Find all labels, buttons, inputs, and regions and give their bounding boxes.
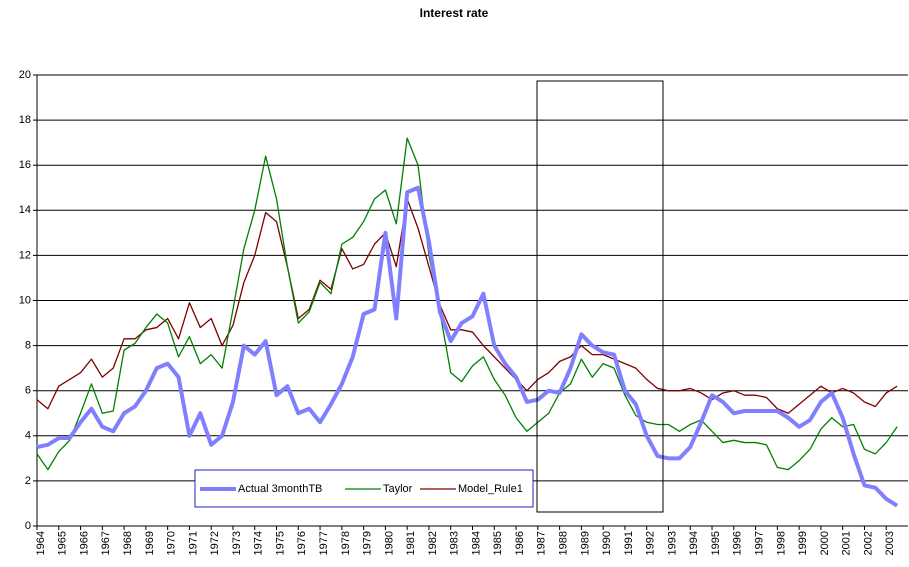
x-tick-label: 1987 <box>536 531 548 555</box>
x-tick-label: 2002 <box>862 531 874 555</box>
highlight-box <box>536 80 664 513</box>
y-tick-label: 0 <box>25 520 31 532</box>
x-tick-label: 1983 <box>449 531 461 555</box>
y-tick-label: 20 <box>19 69 31 81</box>
x-tick-label: 1965 <box>57 531 69 555</box>
x-tick-label: 1989 <box>579 531 591 555</box>
x-tick-label: 1997 <box>753 531 765 555</box>
chart-title: Interest rate <box>420 6 489 20</box>
x-tick-label: 1968 <box>122 531 134 555</box>
x-tick-label: 1982 <box>427 531 439 555</box>
series-line <box>36 198 898 414</box>
x-tick-label: 1969 <box>144 531 156 555</box>
x-tick-label: 1999 <box>797 531 809 555</box>
x-tick-label: 1993 <box>666 531 678 555</box>
x-tick-label: 1972 <box>209 531 221 555</box>
y-tick-label: 2 <box>25 475 31 487</box>
y-tick-label: 8 <box>25 340 31 352</box>
x-tick-label: 1976 <box>296 531 308 555</box>
y-tick-label: 4 <box>25 430 31 442</box>
y-tick-label: 16 <box>19 159 31 171</box>
legend-label: Model_Rule1 <box>458 483 523 495</box>
series-line <box>36 137 898 471</box>
x-tick-label: 1974 <box>253 531 265 555</box>
plot-area: 0 2 4 6 8 10 12 14 16 18 20 1964 1965 1966 1967 1968 196… <box>19 69 908 555</box>
y-tick-label: 18 <box>19 114 31 126</box>
x-tick-label: 1970 <box>166 531 178 555</box>
x-tick-label: 1992 <box>645 531 657 555</box>
x-tick-label: 1995 <box>710 531 722 555</box>
series-line <box>36 185 899 508</box>
legend-label: Actual 3monthTB <box>238 483 322 495</box>
x-tick-label: 1991 <box>623 531 635 555</box>
x-tick-label: 1975 <box>274 531 286 555</box>
legend: Actual 3monthTB Taylor Model_Rule1 <box>194 469 534 508</box>
x-tick-label: 1967 <box>100 531 112 555</box>
x-tick-label: 2000 <box>819 531 831 555</box>
x-tick-label: 1998 <box>775 531 787 555</box>
x-tick-label: 1966 <box>78 531 90 555</box>
y-tick-label: 10 <box>19 294 31 306</box>
x-tick-label: 1986 <box>514 531 526 555</box>
x-tick-label: 1971 <box>187 531 199 555</box>
x-tick-label: 2003 <box>884 531 896 555</box>
x-tick-label: 1990 <box>601 531 613 555</box>
y-tick-label: 12 <box>19 249 31 261</box>
y-tick-label: 14 <box>19 204 31 216</box>
x-tick-label: 1979 <box>362 531 374 555</box>
x-tick-label: 1994 <box>688 531 700 555</box>
x-tick-label: 1964 <box>35 531 47 555</box>
x-tick-label: 1985 <box>492 531 504 555</box>
x-tick-label: 1977 <box>318 531 330 555</box>
x-tick-label: 1984 <box>470 531 482 555</box>
x-tick-label: 1981 <box>405 531 417 555</box>
x-tick-label: 1978 <box>340 531 352 555</box>
y-tick-label: 6 <box>25 385 31 397</box>
x-tick-label: 1988 <box>558 531 570 555</box>
x-tick-label: 1973 <box>231 531 243 555</box>
x-tick-label: 1980 <box>383 531 395 555</box>
legend-label: Taylor <box>383 483 413 495</box>
x-tick-label: 2001 <box>841 531 853 555</box>
x-tick-label: 1996 <box>732 531 744 555</box>
